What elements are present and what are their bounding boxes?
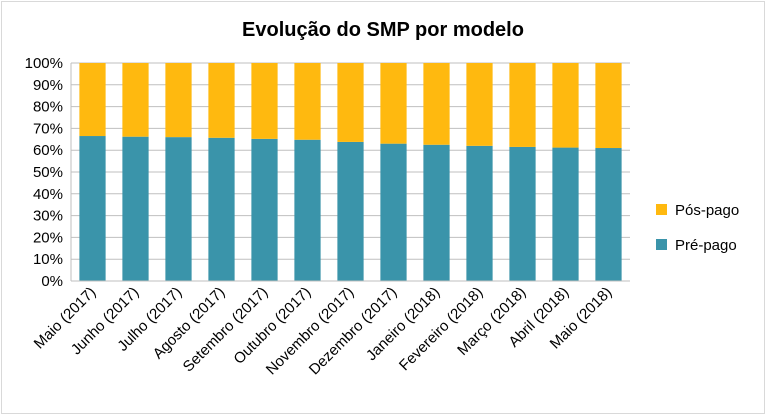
- bar-segment-pos-pago: [423, 63, 450, 145]
- bar-segment-pos-pago: [595, 63, 622, 149]
- bar-segment-pos-pago: [122, 63, 149, 137]
- chart-title: Evolução do SMP por modelo: [242, 19, 524, 41]
- bar-segment-pre-pago: [294, 139, 321, 281]
- bar-segment-pre-pago: [509, 146, 536, 281]
- bar-segment-pre-pago: [251, 138, 278, 281]
- bar-segment-pos-pago: [380, 63, 407, 144]
- x-tick-label: Outubro (2017): [230, 284, 314, 368]
- legend-label: Pós-pago: [675, 202, 739, 219]
- bar-segment-pre-pago: [208, 137, 235, 281]
- bar-segment-pre-pago: [423, 144, 450, 281]
- bar-segment-pre-pago: [337, 141, 364, 281]
- bar-segment-pos-pago: [208, 63, 235, 138]
- x-tick-labels: Maio (2017)Junho (2017)Julho (2017)Agost…: [31, 284, 616, 379]
- legend-swatch: [656, 204, 667, 215]
- bar-segment-pos-pago: [337, 63, 364, 142]
- y-tick-label: 90%: [33, 77, 63, 94]
- bar-segment-pos-pago: [466, 63, 493, 146]
- axes: [70, 63, 630, 282]
- bar-segment-pre-pago: [552, 147, 579, 281]
- bar-segment-pre-pago: [595, 148, 622, 281]
- bar-segment-pos-pago: [79, 63, 106, 137]
- y-tick-label: 70%: [33, 120, 63, 137]
- legend-swatch: [656, 239, 667, 250]
- bars: [79, 63, 622, 281]
- bar-segment-pre-pago: [380, 143, 407, 281]
- bar-segment-pos-pago: [165, 63, 192, 138]
- y-tick-label: 30%: [33, 208, 63, 225]
- bar-segment-pre-pago: [466, 145, 493, 281]
- bar-segment-pre-pago: [79, 136, 106, 281]
- y-tick-label: 60%: [33, 142, 63, 159]
- legend: Pós-pago Pré-pago: [656, 202, 739, 254]
- bar-segment-pre-pago: [122, 136, 149, 281]
- y-tick-labels: 0% 10% 20% 30% 40% 50% 60% 70% 80% 90% 100%: [25, 55, 63, 290]
- bar-segment-pos-pago: [251, 63, 278, 139]
- bar-segment-pos-pago: [509, 63, 536, 147]
- y-tick-label: 80%: [33, 99, 63, 116]
- legend-label: Pré-pago: [675, 237, 737, 254]
- y-tick-label: 10%: [33, 251, 63, 268]
- bar-segment-pos-pago: [552, 63, 579, 148]
- bar-segment-pos-pago: [294, 63, 321, 140]
- y-tick-label: 0%: [41, 273, 63, 290]
- y-tick-label: 20%: [33, 229, 63, 246]
- y-tick-label: 40%: [33, 186, 63, 203]
- bar-segment-pre-pago: [165, 137, 192, 281]
- y-tick-label: 50%: [33, 164, 63, 181]
- y-tick-label: 100%: [25, 55, 63, 72]
